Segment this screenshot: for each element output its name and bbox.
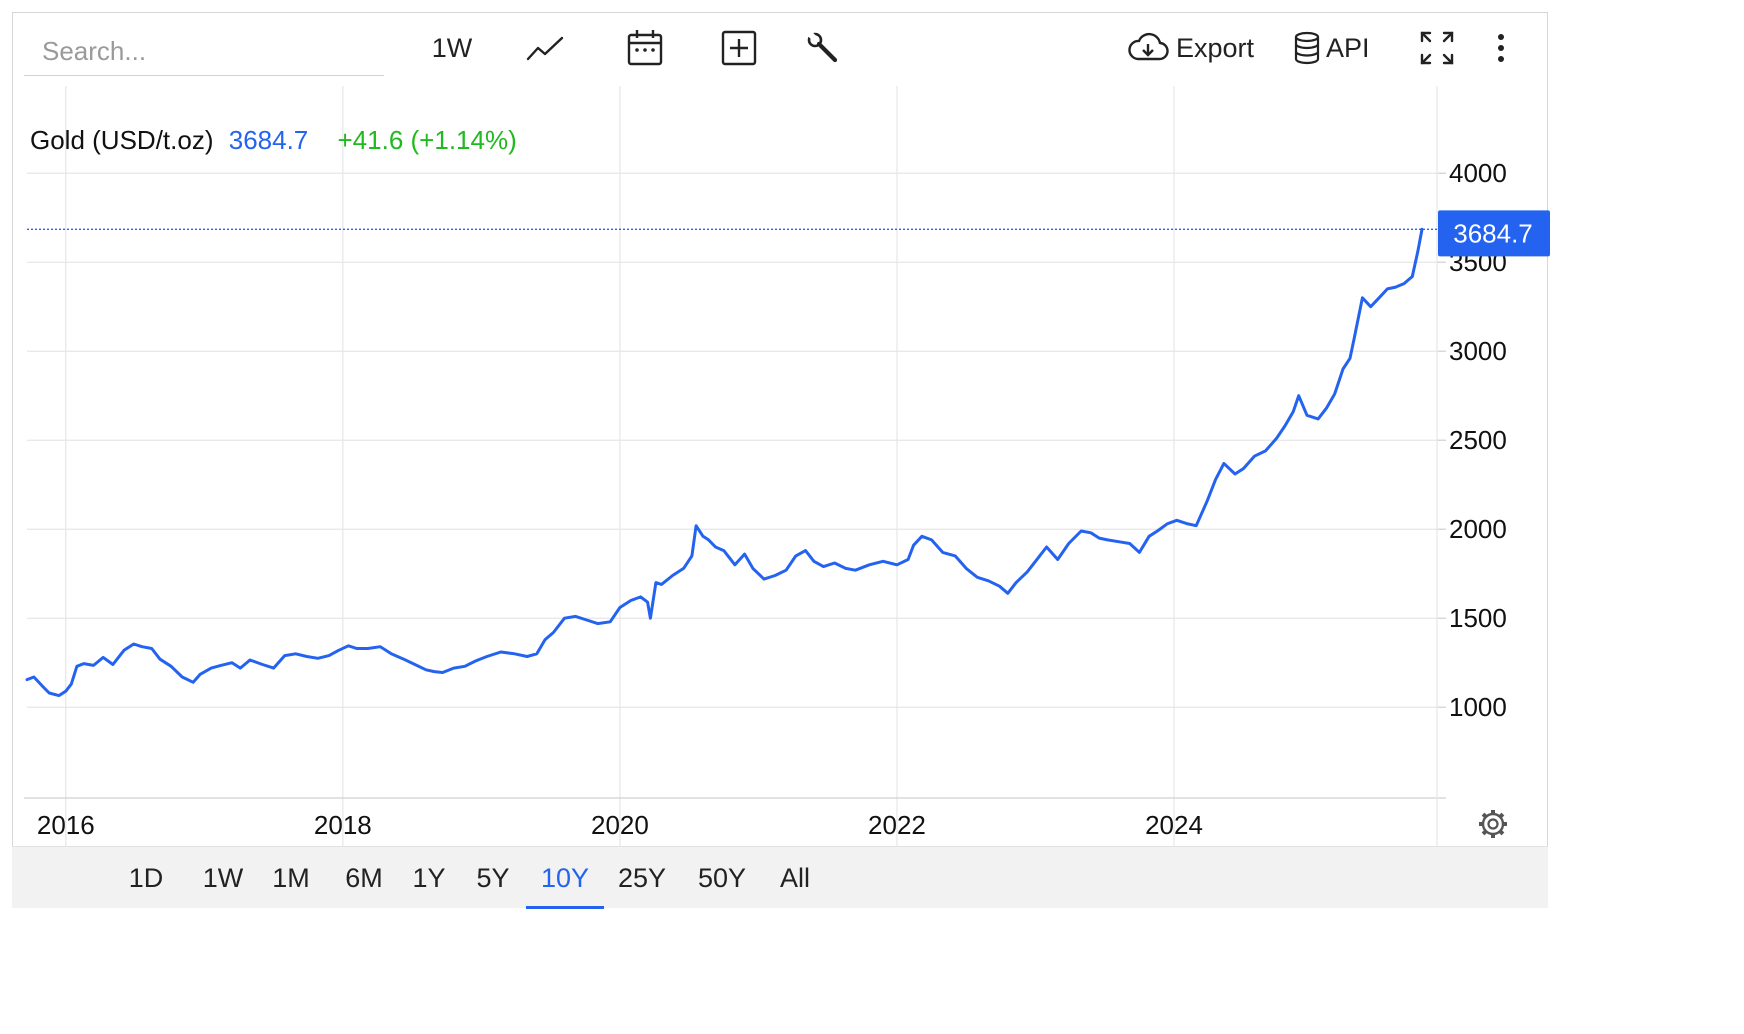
range-button-10y[interactable]: 10Y (526, 847, 604, 909)
x-tick-label-2016: 2016 (37, 810, 95, 840)
range-button-25y[interactable]: 25Y (617, 862, 667, 893)
compare-button[interactable] (716, 26, 762, 70)
add-icon (721, 30, 757, 66)
chart-widget (12, 12, 1548, 908)
api-label: API (1326, 32, 1370, 63)
x-tick-label-2018: 2018 (314, 810, 372, 840)
legend-change: +41.6 (+1.14%) (338, 125, 517, 155)
gear-tooth (1481, 828, 1489, 836)
settings-button[interactable] (1479, 810, 1507, 838)
vertical-gridlines (65, 86, 1175, 846)
range-button-5y[interactable]: 5Y (476, 862, 510, 893)
interval-button[interactable]: 1W (431, 32, 473, 63)
y-tick-label-2000: 2000 (1449, 514, 1507, 544)
x-tick-labels: 2016 2018 2020 2022 2024 (37, 810, 1203, 840)
y-tick-label-1500: 1500 (1449, 603, 1507, 633)
range-button-50y[interactable]: 50Y (697, 862, 747, 893)
gold-price-line[interactable] (25, 227, 1424, 698)
x-tick-label-2020: 2020 (591, 810, 649, 840)
wrench-icon (807, 31, 838, 63)
range-button-1d[interactable]: 1D (128, 862, 164, 893)
gear-tooth (1497, 812, 1505, 820)
line-chart-icon (526, 36, 564, 61)
date-range-button[interactable] (622, 26, 668, 70)
range-selector-bar: 1D 1W 1M 6M 1Y 5Y 10Y 25Y 50Y All (12, 846, 1548, 909)
y-tick-label-2500: 2500 (1449, 425, 1507, 455)
fullscreen-icon (1420, 31, 1454, 65)
export-label: Export (1176, 32, 1255, 63)
cloud-download-icon (1128, 32, 1169, 61)
legend-series-name: Gold (USD/t.oz) (30, 125, 214, 155)
range-button-6m[interactable]: 6M (345, 862, 383, 893)
range-button-1y[interactable]: 1Y (412, 862, 446, 893)
gear-tooth (1497, 828, 1505, 836)
database-icon (1294, 31, 1320, 65)
gear-tooth (1481, 812, 1489, 820)
horizontal-gridlines (27, 172, 1446, 708)
chart-type-button[interactable] (522, 26, 568, 70)
search-box[interactable] (24, 28, 384, 76)
search-input[interactable] (24, 28, 384, 75)
last-price-tag (1438, 210, 1550, 257)
range-button-1w[interactable]: 1W (202, 862, 244, 893)
more-menu-button[interactable] (1486, 26, 1516, 70)
range-button-all[interactable]: All (779, 862, 810, 893)
fullscreen-button[interactable] (1414, 26, 1460, 70)
gear-icon (1479, 810, 1507, 838)
y-tick-label-4000: 4000 (1449, 158, 1507, 188)
indicators-button[interactable] (800, 26, 846, 70)
range-button-1m[interactable]: 1M (272, 862, 310, 893)
y-tick-label-3000: 3000 (1449, 336, 1507, 366)
calendar-icon (627, 30, 663, 66)
last-price-tag-label: 3684.7 (1453, 218, 1533, 248)
x-tick-label-2022: 2022 (868, 810, 926, 840)
y-tick-label-1000: 1000 (1449, 692, 1507, 722)
legend-value: 3684.7 (229, 125, 309, 155)
api-button[interactable]: API (1292, 26, 1378, 70)
legend: Gold (USD/t.oz) 3684.7 +41.6 (+1.14%) (30, 125, 517, 155)
more-vertical-icon (1498, 34, 1504, 62)
export-button[interactable]: Export (1126, 26, 1260, 70)
x-tick-label-2024: 2024 (1145, 810, 1203, 840)
